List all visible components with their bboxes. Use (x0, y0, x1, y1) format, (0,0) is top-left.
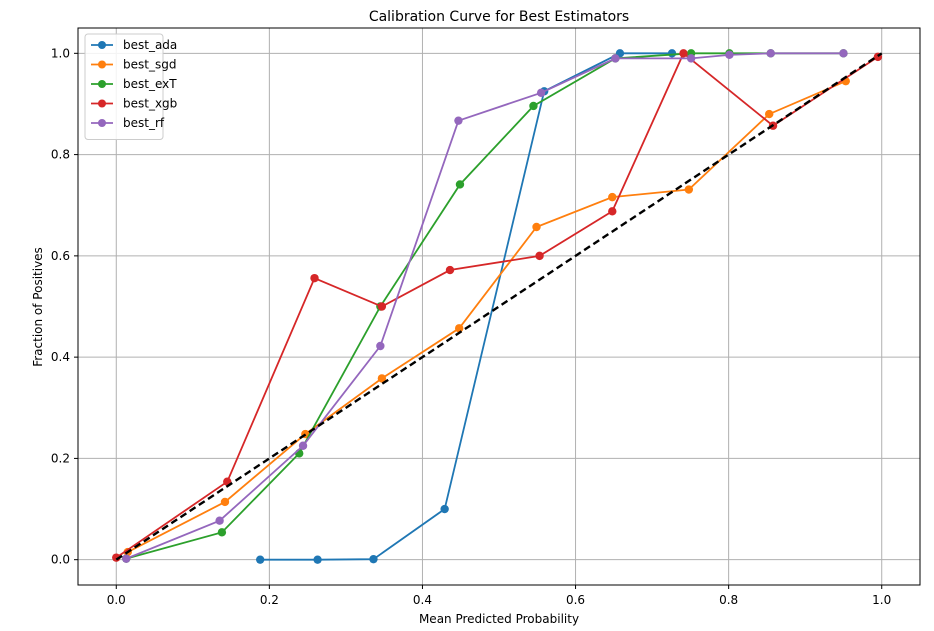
best_xgb-point (112, 553, 121, 562)
best_exT-point (217, 528, 227, 537)
x-tick-label: 0.6 (566, 593, 585, 607)
best_ada-line (260, 52, 672, 561)
y-tick-label: 0.4 (51, 350, 70, 364)
x-axis-label: Mean Predicted Probability (419, 612, 579, 626)
best_sgd-point (454, 324, 464, 333)
x-tick-label: 0.0 (107, 593, 126, 607)
best_ada-point (369, 554, 378, 564)
best_xgb-point (310, 273, 319, 283)
best_xgb-point (445, 265, 455, 275)
series-layer (112, 49, 883, 564)
best_rf-point (298, 441, 308, 450)
best_sgd-point (532, 222, 541, 232)
plot-frame (77, 27, 921, 586)
chart-title: Calibration Curve for Best Estimators (369, 9, 629, 25)
best_rf-point (839, 49, 848, 58)
y-tick-label: 0.2 (51, 451, 70, 465)
y-axis-label: Fraction of Positives (31, 247, 45, 367)
best_sgd-legend-label: best_sgd (123, 58, 176, 72)
best_sgd-legend-marker (98, 60, 106, 69)
best_ada-point (667, 49, 677, 58)
best_rf-point (686, 54, 696, 63)
best_xgb-line (115, 51, 879, 559)
best_sgd-point (765, 109, 774, 119)
best_rf-point (536, 88, 546, 98)
best_xgb-point (535, 251, 544, 261)
legend-box (84, 33, 164, 140)
best_sgd-point (608, 192, 617, 202)
best_sgd-point (684, 185, 694, 194)
x-tick-label: 1.0 (872, 593, 891, 607)
best_ada-legend-marker (98, 41, 106, 49)
best_ada-legend-label: best_ada (123, 38, 177, 52)
y-tick-label: 1.0 (51, 46, 70, 60)
best_sgd-point (220, 497, 230, 507)
best_exT-legend-label: best_exT (123, 77, 177, 91)
best_rf-point (766, 49, 775, 58)
best_exT-point (295, 449, 304, 458)
y-tick-label: 0.0 (51, 553, 70, 567)
best_rf-line (125, 52, 844, 560)
x-axis-ticks: 0.0 0.2 0.4 0.6 0.8 1.0 (107, 585, 891, 607)
best_xgb-legend-marker (98, 99, 106, 108)
x-tick-label: 0.4 (413, 593, 432, 607)
best_xgb-legend-label: best_xgb (123, 97, 177, 111)
best_rf-legend-marker (98, 119, 106, 127)
best_xgb-point (608, 207, 617, 216)
y-axis-ticks: 0.0 0.2 0.4 0.6 0.8 1.0 (51, 46, 78, 567)
best_exT-point (529, 101, 538, 111)
best_xgb-point (377, 302, 387, 311)
best_rf-point (725, 50, 734, 60)
best_exT-legend-marker (98, 80, 106, 88)
best_ada-point (255, 555, 265, 564)
best_rf-point (376, 341, 385, 351)
perfect-calibration-line (115, 52, 883, 561)
y-tick-label: 0.8 (51, 148, 70, 162)
best_rf-point (611, 54, 620, 63)
best_exT-line (125, 52, 844, 560)
best_rf-point (454, 116, 463, 125)
best_sgd-point (377, 374, 387, 383)
best_rf-point (215, 516, 224, 525)
best_rf-legend-label: best_rf (123, 116, 165, 130)
y-tick-label: 0.6 (51, 249, 70, 263)
best_exT-point (455, 180, 465, 189)
best_ada-point (313, 555, 322, 564)
reference-layer (115, 52, 883, 561)
best_ada-point (440, 504, 449, 514)
best_sgd-line (127, 80, 847, 553)
best_rf-point (122, 554, 131, 563)
legend: best_ada best_sgd best_exT best_xgb best_rf (84, 33, 177, 140)
x-tick-label: 0.2 (260, 593, 279, 607)
grid (78, 28, 920, 585)
best_xgb-point (679, 49, 688, 58)
x-tick-label: 0.8 (719, 593, 738, 607)
